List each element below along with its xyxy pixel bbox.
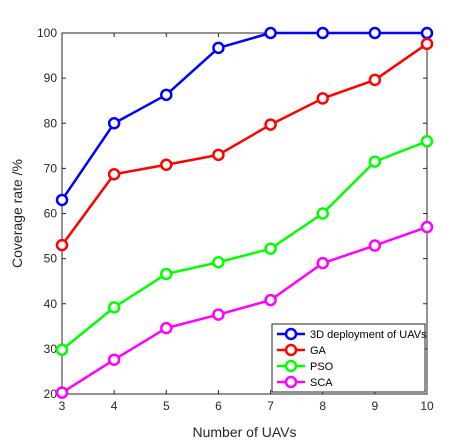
data-point: [212, 255, 225, 269]
legend-marker: [284, 375, 298, 389]
data-point: [55, 193, 69, 207]
data-point: [55, 238, 69, 252]
series-4: [55, 220, 434, 399]
data-point: [264, 26, 277, 40]
data-point: [107, 167, 121, 181]
legend-label: PSO: [310, 361, 334, 373]
data-point: [368, 73, 382, 87]
series-line: [61, 225, 428, 394]
y-axis-label: Coverage rate /%: [9, 159, 25, 268]
y-tick-label: 90: [44, 71, 58, 85]
series-2: [55, 37, 434, 252]
y-tick-label: 20: [44, 387, 58, 401]
y-tick-label: 100: [37, 26, 57, 40]
data-point: [55, 386, 69, 399]
series-line: [61, 140, 428, 351]
data-point: [264, 118, 277, 131]
x-tick-label: 4: [111, 399, 118, 413]
y-tick-label: 70: [44, 161, 58, 175]
data-point: [212, 148, 225, 162]
data-point: [107, 353, 121, 366]
legend-label: GA: [310, 345, 327, 357]
y-tick-label: 80: [44, 116, 58, 130]
x-tick-label: 3: [59, 399, 66, 413]
series-line: [60, 31, 427, 201]
y-tick-label: 30: [44, 342, 58, 356]
legend-label: 3D deployment of UAVs: [310, 329, 427, 341]
legend-item: GA: [277, 343, 327, 357]
x-tick-label: 6: [215, 399, 222, 413]
data-point: [212, 41, 225, 55]
data-point: [316, 26, 329, 40]
series-1: [55, 26, 434, 207]
data-point: [316, 256, 329, 270]
data-point: [160, 267, 173, 281]
y-tick-label: 50: [44, 252, 58, 266]
data-point: [316, 92, 329, 105]
y-axis-ticks: 20 30 40 50 60 70 80 90 100: [37, 26, 427, 401]
legend-marker: [284, 343, 298, 357]
data-point: [107, 117, 121, 130]
data-point: [420, 26, 434, 40]
data-point: [160, 321, 173, 335]
x-axis-label: Number of UAVs: [193, 424, 297, 440]
data-point: [420, 135, 434, 148]
data-point: [212, 308, 225, 321]
y-tick-label: 60: [44, 207, 58, 221]
x-tick-label: 10: [420, 399, 434, 413]
data-point: [420, 37, 434, 51]
data-point: [264, 293, 277, 307]
x-tick-label: 9: [372, 399, 379, 413]
data-point: [420, 220, 434, 234]
legend-marker: [284, 359, 298, 373]
data-point: [368, 239, 382, 252]
legend-label: SCA: [310, 377, 333, 389]
data-point: [55, 343, 69, 357]
x-tick-label: 7: [267, 399, 274, 413]
series-line: [60, 42, 428, 246]
x-tick-label: 5: [163, 399, 170, 413]
data-point: [368, 155, 382, 168]
data-point: [160, 88, 173, 102]
legend-item: PSO: [277, 359, 334, 373]
data-point: [368, 26, 382, 40]
data-point: [107, 301, 121, 314]
data-point: [264, 242, 277, 255]
series-layer: [55, 26, 434, 399]
x-tick-label: 8: [319, 399, 326, 413]
legend-marker: [284, 327, 298, 341]
series-3: [55, 135, 434, 357]
legend-item: 3D deployment of UAVs: [277, 327, 427, 341]
legend: 3D deployment of UAVs GA PSO SCA: [271, 323, 427, 393]
data-point: [160, 158, 173, 172]
legend-item: SCA: [277, 375, 333, 389]
legend-box: [271, 323, 426, 393]
data-point: [316, 207, 329, 220]
y-tick-label: 40: [44, 297, 58, 311]
